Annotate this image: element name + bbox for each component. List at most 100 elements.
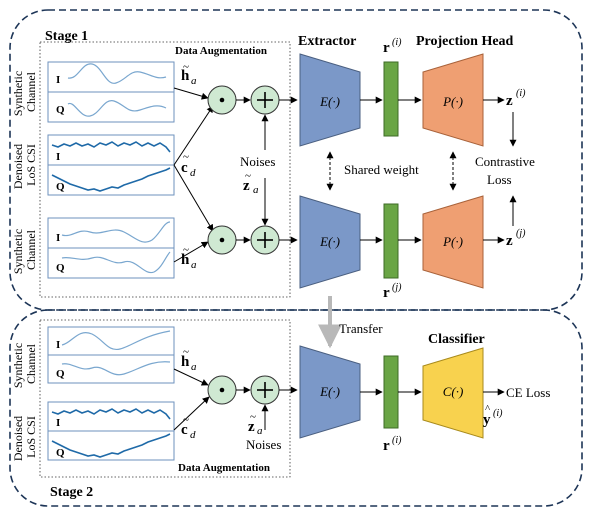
svg-text:r: r — [383, 285, 390, 301]
stage1-container — [9, 9, 583, 311]
svg-text:(j): (j) — [516, 228, 526, 239]
svg-text:~: ~ — [183, 61, 189, 73]
stage1-channel-bot-label: Synthetic Channel — [11, 226, 38, 274]
svg-text:c: c — [181, 422, 188, 438]
stage1-augmentation-label: Data Augmentation — [175, 45, 267, 57]
stage1-augmentation-box — [39, 41, 291, 298]
z-i-label: z (i) — [506, 88, 526, 109]
stage1-channel-top-label: Synthetic Channel — [11, 68, 38, 116]
svg-text:Q: Q — [56, 104, 65, 116]
svg-text:(j): (j) — [392, 282, 402, 293]
svg-text:I: I — [56, 417, 60, 429]
stage1-plot-synthetic-bottom: I Q — [47, 217, 175, 279]
stage2-augmentation-box — [39, 319, 291, 478]
y-hat-label: ^ y (i) — [483, 403, 503, 428]
add-op-bottom — [250, 225, 280, 255]
arrow-s2-c-to-mult — [173, 396, 210, 431]
svg-text:a: a — [191, 259, 197, 271]
svg-text:P(·): P(·) — [442, 234, 463, 249]
svg-text:Q: Q — [56, 181, 65, 193]
svg-text:h: h — [181, 252, 190, 268]
svg-text:(i): (i) — [392, 435, 402, 446]
svg-text:(i): (i) — [516, 88, 526, 99]
stage1-h-a-top-label: ~ h a — [181, 61, 197, 87]
stage2-channel-bot-label: Denoised LoS CSI — [11, 413, 38, 461]
svg-text:a: a — [257, 425, 263, 437]
svg-text:(i): (i) — [392, 37, 402, 48]
svg-text:c: c — [181, 160, 188, 176]
svg-text:z: z — [248, 419, 255, 435]
feature-bar-r-i — [383, 61, 399, 137]
svg-text:d: d — [190, 429, 196, 441]
stage2-z-a-label: ~ z a — [248, 411, 263, 437]
svg-text:~: ~ — [245, 170, 251, 182]
contrastive-loss-label: Contrastive Loss — [475, 154, 538, 187]
svg-text:a: a — [191, 361, 197, 373]
stage2-container — [9, 309, 583, 507]
svg-text:z: z — [243, 178, 250, 194]
stage1-plot-denoised: I Q — [47, 134, 175, 196]
classifier-title: Classifier — [428, 332, 485, 347]
stage2-r-i-label: r (i) — [383, 435, 402, 454]
svg-text:Q: Q — [56, 368, 65, 380]
shared-weight-label: Shared weight — [344, 162, 419, 177]
svg-text:~: ~ — [183, 151, 189, 163]
multiply-op-bottom — [207, 225, 237, 255]
arrow-c-to-mult-top — [173, 105, 214, 166]
stage2-h-a-label: ~ h a — [181, 346, 197, 373]
svg-text:z: z — [506, 93, 513, 109]
extractor-title: Extractor — [298, 34, 356, 49]
stage1-channel-mid-label: Denoised LoS CSI — [11, 141, 38, 189]
stage1-noises-label: Noises — [240, 154, 275, 169]
stage1-plot-synthetic-top: I Q — [47, 61, 175, 123]
svg-text:C(·): C(·) — [443, 384, 464, 399]
svg-text:I: I — [56, 74, 60, 86]
extractor-block-stage2: E(·) — [299, 345, 361, 439]
svg-text:z: z — [506, 233, 513, 249]
svg-text:~: ~ — [250, 411, 256, 423]
add-op-top — [250, 85, 280, 115]
svg-text:E(·): E(·) — [319, 94, 340, 109]
transfer-label: Transfer — [339, 321, 383, 336]
r-i-label: r (i) — [383, 37, 402, 56]
projection-block-top: P(·) — [422, 53, 484, 147]
extractor-block-top: E(·) — [299, 53, 361, 147]
svg-text:(i): (i) — [493, 408, 503, 419]
stage2-label: Stage 2 — [50, 485, 93, 500]
stage2-channel-top-label: Synthetic Channel — [11, 340, 38, 388]
svg-text:Q: Q — [56, 262, 65, 274]
svg-text:r: r — [383, 438, 390, 454]
stage2-augmentation-label: Data Augmentation — [178, 462, 270, 474]
svg-text:~: ~ — [183, 244, 189, 256]
svg-text:I: I — [56, 232, 60, 244]
svg-text:Q: Q — [56, 447, 65, 459]
stage2-plot-synthetic: I Q — [47, 326, 175, 384]
stage1-h-a-bottom-label: ~ h a — [181, 244, 197, 271]
svg-text:~: ~ — [183, 346, 189, 358]
add-op-stage2 — [250, 375, 280, 405]
stage2-noises-label: Noises — [246, 437, 281, 452]
svg-text:^: ^ — [485, 403, 491, 415]
z-j-label: z (j) — [506, 228, 526, 249]
svg-text:E(·): E(·) — [319, 384, 340, 399]
stage2-c-d-label: ~ c d — [181, 414, 196, 441]
stage1-c-d-label: ~ c d — [181, 151, 196, 179]
arrow-h-to-mult-bottom — [173, 241, 209, 263]
stage2-plot-denoised: I Q — [47, 401, 175, 461]
stage1-label: Stage 1 — [45, 29, 88, 44]
feature-bar-stage2 — [383, 355, 399, 429]
multiply-op-top — [207, 85, 237, 115]
extractor-block-bottom: E(·) — [299, 195, 361, 289]
svg-text:y: y — [483, 412, 491, 428]
arrow-s2-h-to-mult — [173, 368, 209, 386]
arrow-h-to-mult-top — [173, 87, 209, 100]
svg-text:~: ~ — [183, 414, 189, 426]
projection-block-bottom: P(·) — [422, 195, 484, 289]
projection-head-title: Projection Head — [416, 34, 514, 49]
ce-loss-label: CE Loss — [506, 385, 550, 400]
arrow-c-to-mult-bottom — [173, 164, 214, 232]
svg-text:h: h — [181, 68, 190, 84]
svg-text:P(·): P(·) — [442, 94, 463, 109]
feature-bar-r-j — [383, 203, 399, 279]
